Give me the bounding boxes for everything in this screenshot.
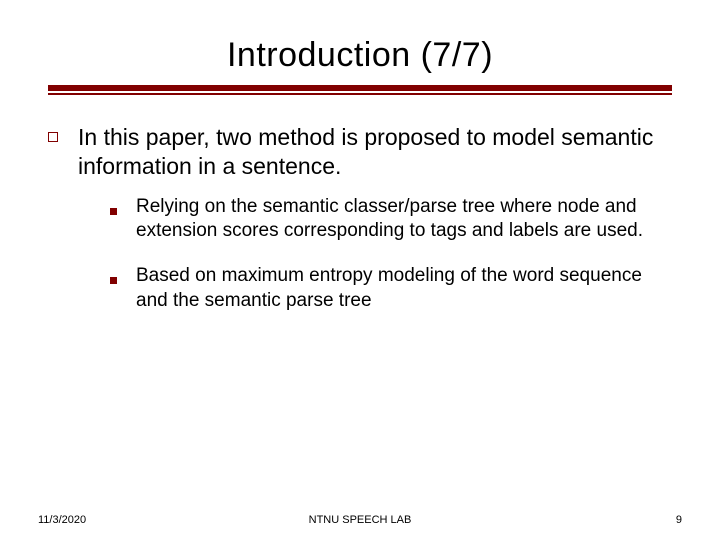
list-item: Relying on the semantic classer/parse tr… [110, 195, 672, 244]
slide: Introduction (7/7) In this paper, two me… [0, 0, 720, 540]
rule-thick [48, 85, 672, 91]
list-item: In this paper, two method is proposed to… [48, 123, 672, 181]
list-item: Based on maximum entropy modeling of the… [110, 264, 672, 313]
footer-date: 11/3/2020 [38, 514, 86, 526]
filled-square-icon [110, 195, 136, 220]
sub-paragraph-1: Relying on the semantic classer/parse tr… [136, 195, 672, 244]
sub-paragraph-2: Based on maximum entropy modeling of the… [136, 264, 672, 313]
rule-thin [48, 93, 672, 95]
footer-page-number: 9 [676, 514, 682, 526]
filled-square-icon [110, 264, 136, 289]
body-content: In this paper, two method is proposed to… [0, 95, 720, 313]
slide-footer: 11/3/2020 NTNU SPEECH LAB 9 [0, 514, 720, 526]
title-block: Introduction (7/7) [0, 0, 720, 75]
hollow-square-icon [48, 123, 78, 147]
page-title: Introduction (7/7) [0, 36, 720, 75]
title-rule [48, 85, 672, 95]
footer-center: NTNU SPEECH LAB [309, 514, 412, 526]
main-paragraph: In this paper, two method is proposed to… [78, 123, 672, 181]
